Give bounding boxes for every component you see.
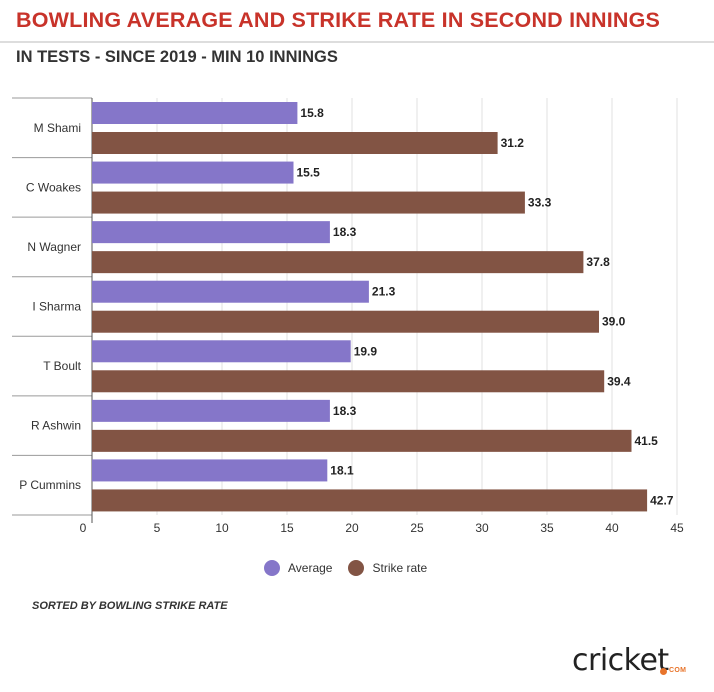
x-tick-label: 0 [80,521,87,535]
legend-item-average: Average [264,560,332,576]
x-tick-label: 10 [215,521,229,535]
bar-average [92,340,351,363]
data-label: 39.0 [602,315,626,329]
legend-swatch-average [264,560,280,576]
legend-swatch-strike-rate [348,560,365,576]
x-tick-label: 45 [670,521,684,535]
bar-strike-rate [92,310,599,333]
brand-wordmark: cricket [572,643,669,678]
legend-item-strike-rate: Strike rate [348,560,427,576]
chart-subtitle: IN TESTS - SINCE 2019 - MIN 10 INNINGS [16,48,338,66]
data-label: 15.8 [300,106,324,120]
data-label: 18.3 [333,225,357,239]
data-label: 21.3 [372,285,396,299]
data-label: 18.3 [333,404,357,418]
bar-average [92,161,294,184]
bar-strike-rate [92,429,632,452]
brand-logo: cricket COM [572,643,688,683]
brand-dot [660,668,667,675]
chart-title: BOWLING AVERAGE AND STRIKE RATE IN SECON… [16,8,661,32]
category-label: R Ashwin [31,419,81,433]
data-label: 39.4 [607,374,631,388]
data-label: 41.5 [635,434,659,448]
legend-label-strike-rate: Strike rate [372,561,428,575]
x-tick-label: 5 [154,521,161,535]
bar-strike-rate [92,370,605,393]
bar-average [92,280,369,303]
data-label: 31.2 [501,136,525,150]
bar-average [92,102,298,124]
x-tick-label: 25 [410,521,424,535]
title-divider [0,41,714,43]
data-label: 42.7 [650,493,674,507]
category-label: N Wagner [27,240,81,254]
data-label: 15.5 [297,166,321,180]
category-label: M Shami [34,121,81,135]
x-tick-label: 40 [605,521,619,535]
x-tick-label: 35 [540,521,554,535]
bar-strike-rate [92,489,648,512]
data-label: 19.9 [354,344,378,358]
legend-label-average: Average [288,561,333,575]
x-tick-label: 15 [280,521,294,535]
brand-suffix: COM [669,667,687,674]
category-label: P Cummins [19,478,81,492]
legend: Average Strike rate [264,558,433,578]
bar-strike-rate [92,132,498,154]
x-tick-label: 20 [345,521,359,535]
category-label: I Sharma [32,300,81,314]
data-label: 33.3 [528,196,552,210]
sort-note: SORTED BY BOWLING STRIKE RATE [32,600,228,612]
bar-average [92,459,328,482]
bar-average [92,399,330,422]
data-label: 37.8 [586,255,610,269]
bar-strike-rate [92,191,525,214]
bar-strike-rate [92,251,584,274]
bar-average [92,221,330,244]
category-label: C Woakes [26,180,81,194]
x-tick-label: 30 [475,521,489,535]
category-label: T Boult [43,359,81,373]
data-label: 18.1 [330,463,354,477]
